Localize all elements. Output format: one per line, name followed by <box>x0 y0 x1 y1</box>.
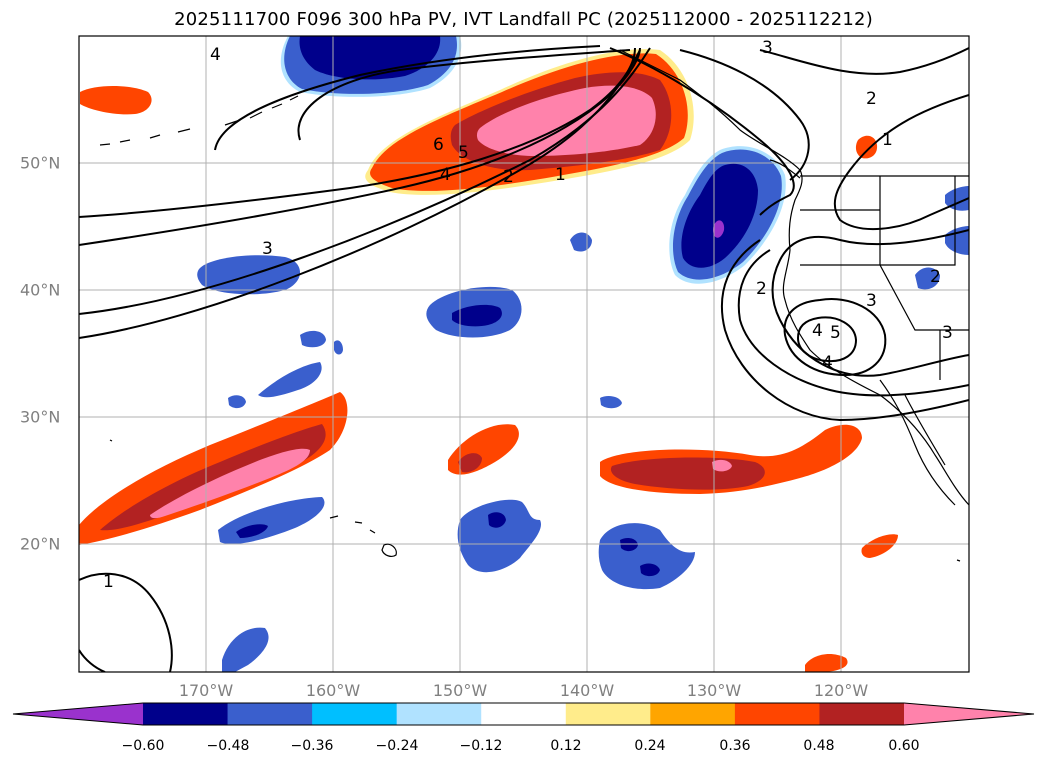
negative-anomaly-blob <box>222 627 269 672</box>
negative-anomaly-blob <box>915 267 940 290</box>
colorbar-tick-label: −0.36 <box>290 738 334 754</box>
positive-anomaly-blob <box>600 424 862 494</box>
negative-anomaly-blob <box>945 186 969 211</box>
contour-label: 2 <box>756 279 767 299</box>
contour-label: 3 <box>866 291 877 311</box>
positive-anomaly-jet-blob <box>365 49 694 195</box>
colorbar-segment <box>396 703 482 725</box>
colorbar-outline <box>12 702 1035 726</box>
longitude-label: 120°W <box>813 681 869 700</box>
negative-anomaly-blob <box>334 340 343 355</box>
contour-label: 2 <box>503 167 514 187</box>
colorbar-segment <box>227 703 313 725</box>
map-title: 2025111700 F096 300 hPa PV, IVT Landfall… <box>174 9 873 30</box>
colorbar-segment <box>734 703 820 725</box>
longitude-label: 140°W <box>559 681 615 700</box>
gridlines <box>79 36 969 672</box>
negative-anomaly-blob <box>598 523 695 590</box>
colorbar-tick-label: 0.24 <box>634 738 666 754</box>
longitude-label: 170°W <box>178 681 234 700</box>
contour-label: 4 <box>210 45 221 65</box>
map-canvas: 6 5 4 2 1 3 3 2 3 2 1 4 5 3 2 4 1 4 <box>78 35 970 673</box>
positive-anomaly-blob <box>805 654 848 672</box>
contour-label: 4 <box>440 165 451 185</box>
negative-anomaly-blob <box>258 362 322 398</box>
contour-label: 4 <box>812 321 823 341</box>
contour-label: 6 <box>433 135 444 155</box>
negative-anomaly-blob <box>457 499 541 573</box>
colorbar-tick-label: 0.12 <box>550 738 582 754</box>
colorbar-tick-label: 0.36 <box>719 738 751 754</box>
longitude-label: 130°W <box>686 681 742 700</box>
positive-anomaly-subtropical-blob <box>79 392 348 545</box>
contour-label: 5 <box>830 323 841 343</box>
negative-anomaly-blob <box>300 330 326 348</box>
negative-anomaly-blob <box>236 524 268 538</box>
longitude-label: 160°W <box>305 681 361 700</box>
contour-label: 1 <box>555 165 566 185</box>
latitude-label: 20°N <box>20 534 61 554</box>
map-frame <box>78 35 970 673</box>
negative-anomaly-blob <box>600 395 622 409</box>
negative-anomaly-blob <box>426 286 522 338</box>
colorbar-extend-min <box>13 703 143 725</box>
longitude-label: 150°W <box>432 681 488 700</box>
contour-label: 4 <box>822 353 833 373</box>
colorbar-tick-label: −0.60 <box>121 738 165 754</box>
positive-anomaly-blob <box>80 86 152 115</box>
colorbar <box>12 702 1035 726</box>
contour-label: 3 <box>262 239 273 259</box>
positive-anomaly-blob <box>855 135 878 159</box>
contour-label: 2 <box>866 89 877 109</box>
pv-contours <box>79 45 969 672</box>
positive-anomaly-blob <box>448 424 519 475</box>
negative-anomaly-blob <box>945 226 969 255</box>
colorbar-tick-label: −0.48 <box>206 738 250 754</box>
contour-label: 1 <box>882 130 893 150</box>
colorbar-segment <box>143 703 229 725</box>
colorbar-tick-label: 0.60 <box>888 738 920 754</box>
coastlines <box>99 49 969 562</box>
colorbar-segment <box>312 703 398 725</box>
colorbar-tick-label: −0.12 <box>459 738 503 754</box>
colorbar-segment <box>565 703 651 725</box>
colorbar-tick-label: −0.24 <box>375 738 419 754</box>
contour-label: 1 <box>103 572 114 592</box>
contour-label: 3 <box>942 323 953 343</box>
colorbar-tick-label: 0.48 <box>803 738 835 754</box>
colorbar-extend-max <box>904 703 1034 725</box>
negative-anomaly-blob <box>228 395 246 409</box>
contour-label: 2 <box>930 267 941 287</box>
colorbar-segment <box>819 703 905 725</box>
colorbar-segment <box>650 703 736 725</box>
pv-contour-labels: 6 5 4 2 1 3 3 2 3 2 1 4 5 3 2 4 1 4 <box>103 38 953 592</box>
contour-label: 3 <box>762 38 773 58</box>
negative-anomaly-pnw-blob <box>669 146 786 284</box>
positive-anomaly-blob <box>861 534 898 558</box>
latitude-label: 50°N <box>20 153 61 173</box>
colorbar-segment <box>481 703 567 725</box>
latitude-label: 40°N <box>20 280 61 300</box>
contour-label: 5 <box>458 143 469 163</box>
latitude-label: 30°N <box>20 407 61 427</box>
